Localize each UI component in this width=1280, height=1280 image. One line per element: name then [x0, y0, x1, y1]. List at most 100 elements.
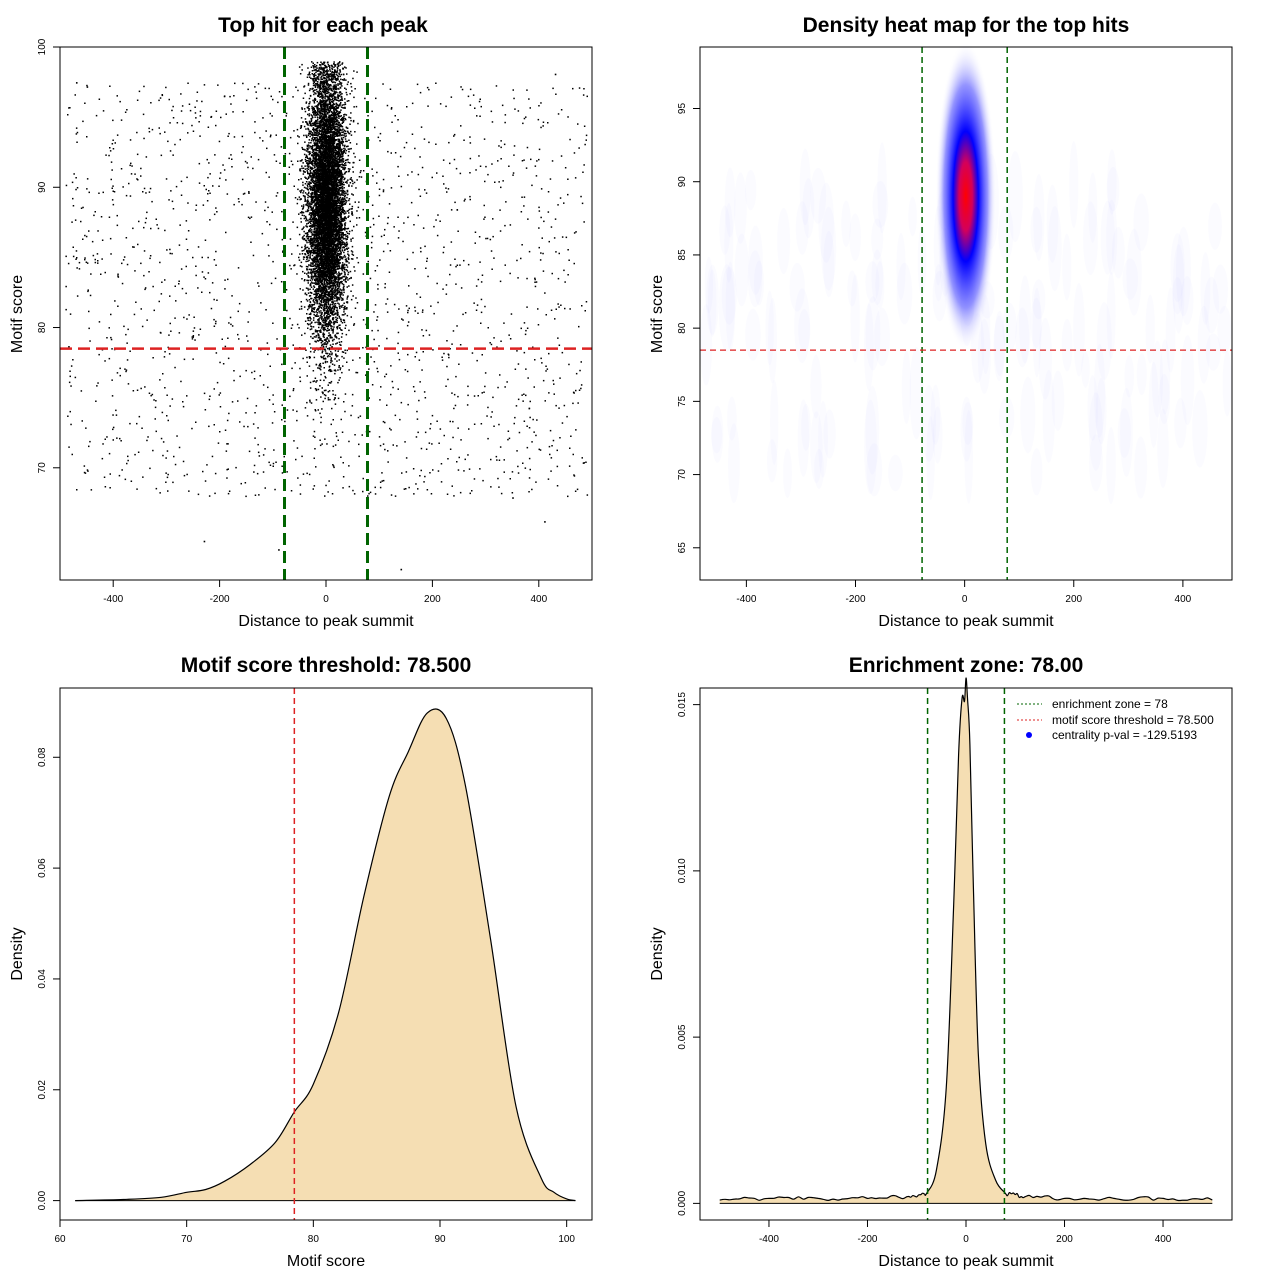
data-point [548, 392, 550, 394]
data-point [268, 255, 270, 257]
data-point [192, 336, 194, 338]
data-point [257, 83, 260, 85]
data-point [86, 262, 89, 264]
data-point [117, 273, 119, 275]
data-point [80, 207, 83, 209]
data-point [168, 199, 170, 201]
data-point [255, 201, 257, 203]
data-point [353, 493, 356, 495]
data-point [207, 193, 209, 195]
data-point [340, 456, 342, 458]
data-point [302, 227, 304, 230]
data-point [307, 308, 309, 311]
data-point [407, 174, 409, 176]
data-point [206, 464, 208, 466]
data-point [332, 286, 334, 288]
data-point [165, 472, 167, 474]
data-point [371, 329, 373, 332]
data-point [336, 293, 339, 295]
data-point [340, 344, 342, 346]
data-point [583, 462, 585, 464]
data-point [331, 68, 334, 70]
data-point [274, 277, 277, 280]
data-point [304, 244, 307, 246]
data-point [449, 448, 452, 450]
data-point [272, 465, 274, 467]
data-point [259, 137, 261, 139]
data-point [469, 492, 471, 495]
data-point [337, 120, 339, 122]
data-point [169, 405, 171, 407]
data-point [338, 341, 341, 343]
data-point [94, 258, 96, 261]
data-point [313, 243, 315, 245]
data-point [318, 336, 321, 338]
data-point [317, 242, 319, 244]
data-point [323, 77, 326, 80]
data-point [517, 110, 520, 112]
data-point [276, 338, 278, 340]
data-point [580, 195, 582, 198]
data-point [323, 61, 325, 64]
data-point [522, 462, 524, 464]
data-point [369, 430, 371, 433]
data-point [313, 80, 316, 82]
data-point [550, 457, 553, 459]
data-point [327, 123, 329, 125]
data-point [292, 96, 294, 98]
data-point [280, 146, 283, 148]
data-point [326, 80, 329, 82]
data-point [344, 242, 346, 244]
data-point [560, 155, 563, 157]
data-point [202, 204, 205, 206]
data-point [267, 353, 269, 356]
data-point [305, 294, 308, 296]
data-point [227, 443, 229, 445]
data-point [237, 333, 239, 336]
data-point [230, 103, 232, 105]
data-point [583, 221, 585, 223]
data-point [475, 309, 478, 311]
data-point [313, 351, 315, 353]
data-point [565, 236, 568, 239]
data-point [346, 127, 349, 129]
data-point [173, 455, 175, 458]
data-point [555, 308, 557, 310]
data-point [305, 134, 307, 137]
data-point [429, 472, 431, 474]
data-point [535, 281, 538, 283]
data-point [529, 107, 531, 109]
data-point [324, 144, 326, 146]
data-point [538, 210, 541, 212]
data-point [421, 311, 424, 313]
data-point [367, 495, 369, 497]
data-point [309, 238, 312, 240]
data-point [89, 440, 91, 443]
data-point [342, 161, 345, 163]
data-point [376, 265, 379, 267]
data-point [329, 267, 331, 269]
data-point [423, 481, 425, 483]
data-point [337, 381, 339, 384]
data-point [541, 362, 543, 364]
data-point [568, 363, 570, 366]
data-point [230, 154, 232, 156]
data-point [90, 273, 92, 275]
data-point [417, 214, 419, 217]
data-point [65, 184, 68, 187]
data-point [324, 80, 326, 82]
data-point [334, 78, 336, 80]
data-point [341, 291, 343, 293]
data-point [332, 282, 334, 284]
data-point [252, 423, 255, 425]
data-point [314, 275, 316, 278]
data-point [386, 222, 389, 225]
data-point [210, 307, 213, 310]
data-point [304, 141, 306, 143]
data-point [332, 189, 334, 191]
data-point [424, 189, 426, 191]
data-point [311, 282, 314, 284]
data-point [531, 488, 533, 491]
data-point [345, 79, 347, 81]
data-point [188, 490, 190, 492]
